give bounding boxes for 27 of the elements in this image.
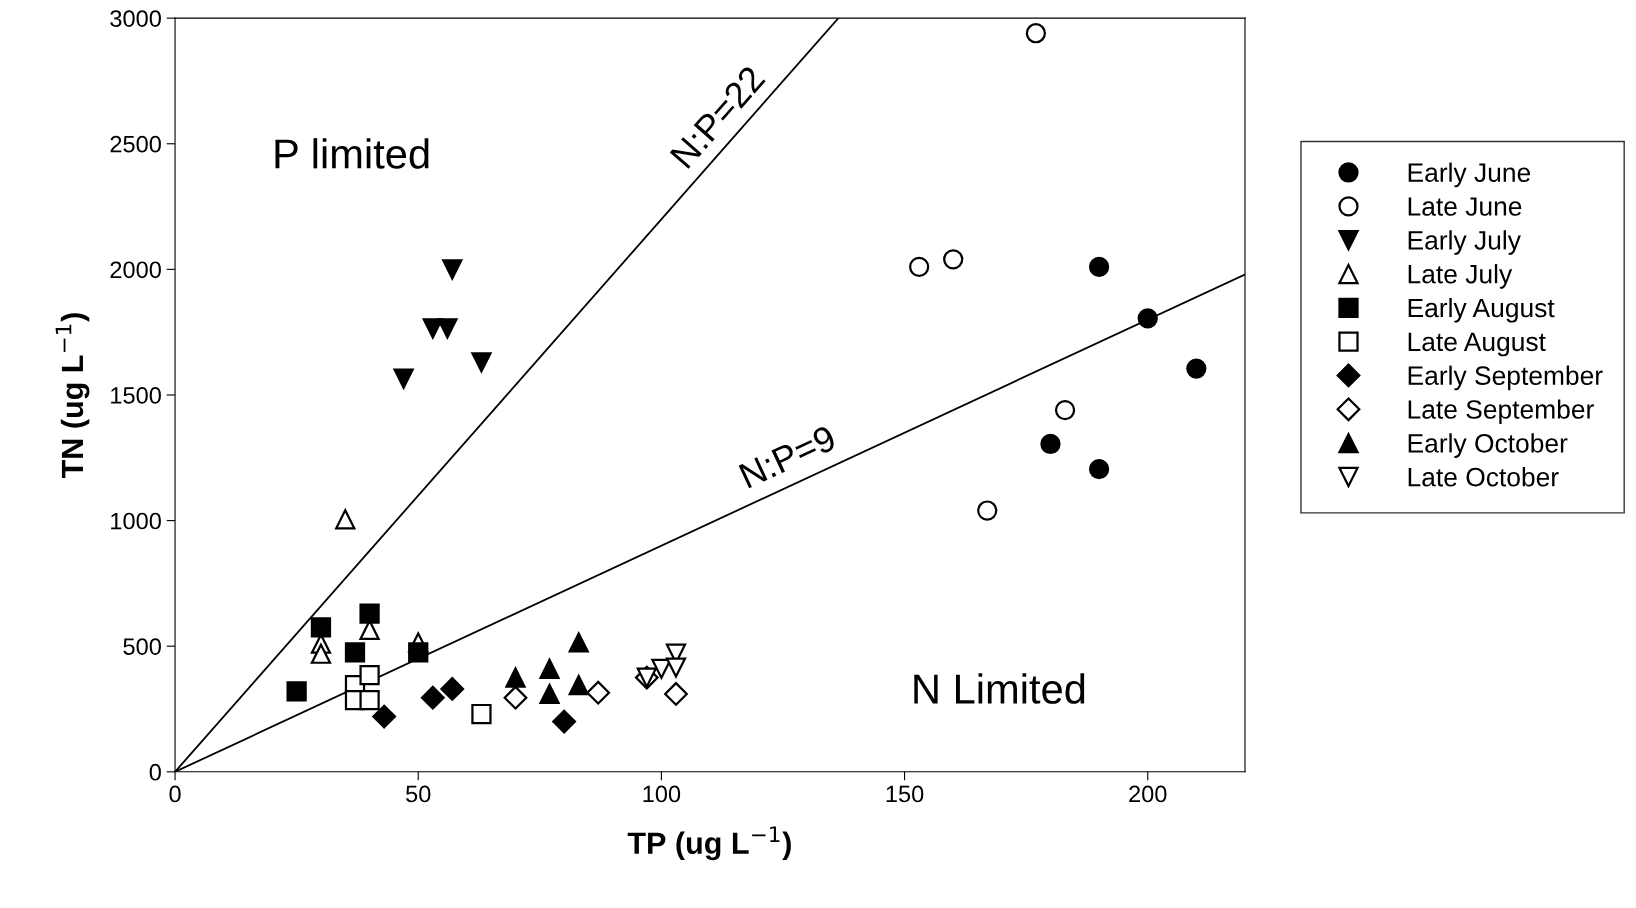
x-tick-label: 200 — [1129, 785, 1167, 803]
legend-label: Early August — [1408, 297, 1555, 323]
y-axis-title: TN (ug L$^{−1}$) — [55, 313, 90, 479]
y-tick-label: 2500 — [110, 135, 161, 153]
x-tick-label: 0 — [169, 785, 181, 803]
x-tick-label: 100 — [643, 785, 681, 803]
y-tick-label: 0 — [149, 763, 161, 781]
legend-label: Early October — [1408, 433, 1568, 458]
legend-label: Early June — [1408, 162, 1531, 188]
text: N:P=9 — [738, 424, 838, 489]
legend-label: Late June — [1408, 197, 1522, 216]
annotation: N Limited — [914, 673, 1085, 704]
y-tick-label: 3000 — [110, 10, 161, 27]
x-tick-label: 50 — [406, 785, 431, 803]
legend-label: Late August — [1408, 332, 1546, 357]
legend-label: Late October — [1408, 467, 1559, 487]
x-tick-label: 150 — [886, 785, 924, 803]
y-tick-label: 1000 — [111, 512, 161, 530]
legend-label: Late September — [1408, 399, 1594, 425]
legend-label: Late July — [1408, 264, 1513, 289]
y-tick-label: 1500 — [111, 387, 161, 404]
x-axis-title: TP (ug L$^{−1}$) — [627, 826, 791, 861]
legend-label: Early September — [1408, 365, 1603, 391]
legend-label: Early July — [1408, 230, 1521, 255]
y-tick-label: 2000 — [110, 261, 161, 279]
annotation: P limited — [275, 138, 429, 169]
y-tick-label: 500 — [123, 638, 161, 655]
